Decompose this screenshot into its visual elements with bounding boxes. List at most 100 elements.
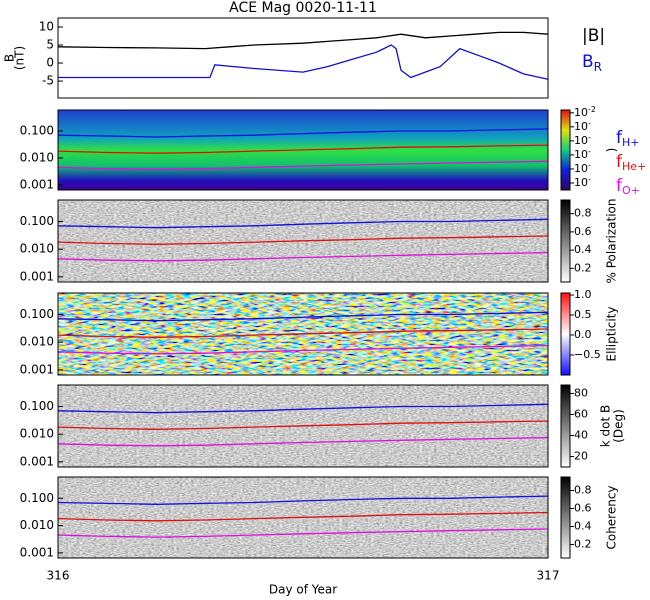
y-tick-label: 0.100 — [20, 123, 54, 137]
frequency-line — [57, 328, 549, 338]
colorbar-tick-sup: - — [588, 146, 591, 155]
colorbar-tick-text: 0.5 — [574, 308, 592, 321]
frequency-line — [57, 344, 549, 355]
line-series — [58, 44, 549, 80]
colorbar-tick-label: 40 — [574, 428, 588, 441]
plot-frame — [57, 109, 549, 191]
colorbar-tick-text: 10 — [574, 162, 588, 175]
colorbar-tick-label: 10- — [574, 174, 591, 189]
y-tick-label: 10 — [39, 20, 54, 34]
colorbar — [560, 109, 571, 191]
colorbar-tick-text: 0.6 — [574, 502, 592, 515]
colorbar-title: (Deg) — [612, 409, 626, 443]
y-tick-label: 0.100 — [20, 399, 54, 413]
legend-label: |B| — [582, 26, 605, 46]
colorbar-tick-text: 0.8 — [574, 207, 592, 220]
y-tick-label: 0.010 — [20, 427, 54, 441]
colorbar-tick-text: 10 — [574, 106, 588, 119]
frequency-line — [57, 235, 549, 245]
plot-frame — [57, 476, 549, 559]
colorbar — [560, 199, 571, 283]
y-tick-label: 0.001 — [20, 269, 54, 283]
legend-sub: O+ — [622, 184, 640, 197]
colorbar-tick-label: 0.2 — [574, 261, 592, 274]
colorbar-tick-label: 0.8 — [574, 484, 592, 497]
colorbar-tick-text: 0.0 — [574, 328, 592, 341]
colorbar-tick-text: 20 — [574, 449, 588, 462]
colorbar-tick-text: 10 — [574, 134, 588, 147]
plot-frame — [57, 199, 549, 283]
frequency-line — [57, 420, 549, 430]
y-axis-label: B — [3, 54, 17, 62]
colorbar-tick-text: 10 — [574, 120, 588, 133]
colorbar-tick-text: 80 — [574, 386, 588, 399]
colorbar-tick-label: 20 — [574, 449, 588, 462]
colorbar-tick-text: −0.5 — [574, 348, 601, 361]
legend-label: fH+ — [616, 128, 640, 149]
colorbar-tick-text: 0.4 — [574, 520, 592, 533]
colorbar-tick-sup: - — [588, 132, 591, 141]
colorbar-tick-text: 0.4 — [574, 243, 592, 256]
legend-sub: He+ — [622, 160, 646, 173]
colorbar — [560, 476, 571, 559]
frequency-line — [57, 511, 549, 522]
colorbar-tick-label: 0.0 — [574, 328, 592, 341]
colorbar-tick-label: 10- — [574, 118, 591, 133]
y-tick-label: 0.001 — [20, 177, 54, 191]
legend-label: BR — [582, 52, 602, 74]
plot-frame — [57, 17, 549, 99]
frequency-line — [57, 311, 549, 322]
y-tick-label: 0.010 — [20, 150, 54, 164]
colorbar-title: k dot B — [599, 405, 613, 447]
colorbar-tick-text: 0.2 — [574, 538, 592, 551]
legend-label: fHe+ — [616, 152, 646, 173]
colorbar-tick-text: 0.2 — [574, 261, 592, 274]
frequency-line — [57, 528, 549, 538]
frequency-line — [57, 144, 549, 154]
line-series — [57, 31, 549, 50]
legend-name: |B| — [582, 26, 605, 46]
legend-name: f — [616, 128, 623, 148]
colorbar-title: % Polarization — [605, 199, 619, 284]
frequency-line — [57, 403, 549, 414]
y-tick-label: 5 — [46, 38, 54, 52]
colorbar — [560, 292, 571, 376]
colorbar-tick-label: 0.8 — [574, 207, 592, 220]
y-tick-label: 0 — [46, 56, 54, 70]
y-tick-label: 0.100 — [20, 214, 54, 228]
title: ACE Mag 0020-11-11 — [229, 0, 377, 16]
frequency-line — [57, 251, 549, 262]
y-tick-label: 0.001 — [20, 362, 54, 376]
colorbar-tick-text: 10 — [574, 176, 588, 189]
colorbar-tick-text: 10 — [574, 148, 588, 161]
colorbar-title: Coherency — [605, 485, 619, 549]
x-tick-label: 316 — [47, 569, 70, 583]
frequency-line — [57, 218, 549, 229]
y-tick-label: 0.001 — [20, 545, 54, 559]
legend-sub: R — [594, 60, 602, 74]
frequency-line — [57, 436, 549, 447]
x-axis-label: Day of Year — [269, 583, 337, 597]
colorbar-tick-sup: - — [588, 118, 591, 127]
colorbar-tick-sup: - — [588, 174, 591, 183]
y-tick-label: 0.001 — [20, 454, 54, 468]
legend-label: fO+ — [616, 176, 640, 197]
legend-sub: H+ — [622, 136, 640, 149]
plot-frame — [57, 292, 549, 376]
colorbar-tick-label: 80 — [574, 386, 588, 399]
colorbar-tick-text: 40 — [574, 428, 588, 441]
y-tick-label: 0.100 — [20, 491, 54, 505]
legend-name: f — [616, 152, 623, 172]
frequency-line — [57, 495, 549, 505]
frequency-line — [57, 160, 549, 170]
colorbar-tick-sup: - — [588, 160, 591, 169]
colorbar-title: Ellipticity — [605, 307, 619, 362]
y-tick-label: 0.010 — [20, 518, 54, 532]
colorbar-title: ) — [605, 148, 619, 153]
x-tick-label: 317 — [537, 569, 560, 583]
colorbar-tick-label: 60 — [574, 407, 588, 420]
legend-name: B — [582, 52, 594, 72]
y-tick-label: 0.100 — [20, 307, 54, 321]
y-tick-label: -5 — [42, 74, 54, 88]
